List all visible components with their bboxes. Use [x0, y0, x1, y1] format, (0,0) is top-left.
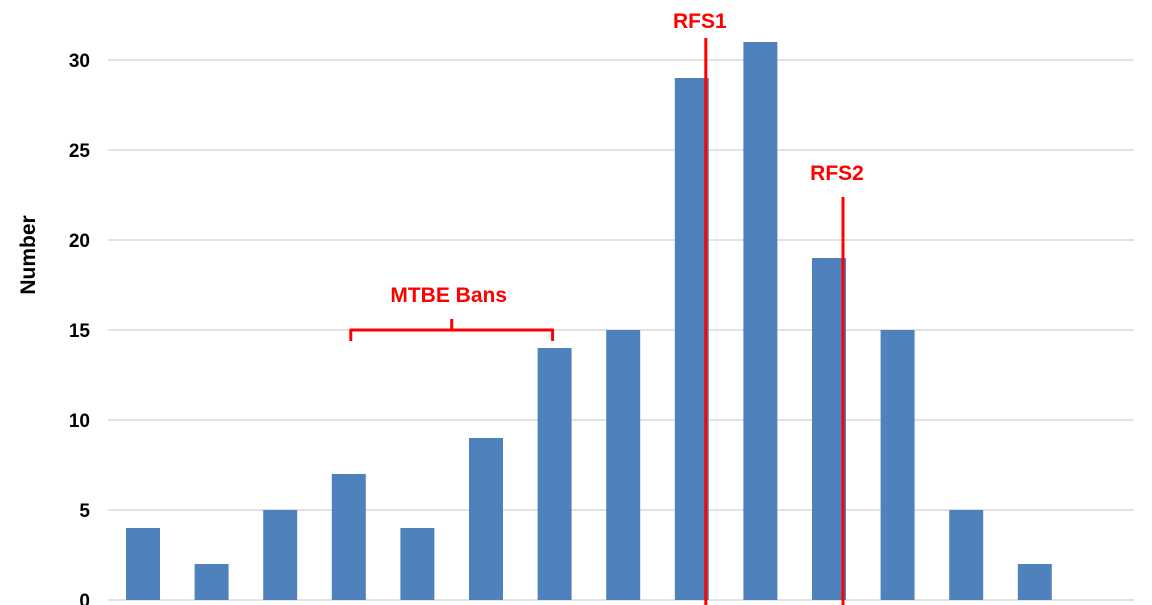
bar	[331, 474, 366, 600]
bar	[674, 78, 709, 600]
y-tick-label: 5	[79, 501, 90, 522]
annotations: MTBE Bans RFS1 RFS2	[349, 10, 864, 605]
bar	[606, 330, 641, 600]
y-tick-label: 25	[69, 141, 91, 162]
bar	[126, 528, 160, 600]
y-tick-label: 0	[79, 591, 90, 605]
y-tick-label: 20	[69, 231, 90, 252]
bars	[126, 42, 1052, 600]
y-tick-label: 10	[69, 411, 90, 432]
bar	[263, 510, 298, 600]
bar	[194, 564, 229, 600]
bar	[743, 42, 778, 600]
y-tick-label: 30	[69, 51, 90, 72]
bar	[400, 528, 435, 600]
bar	[812, 258, 846, 600]
y-axis-ticks: 0 5 10 15 20 25 30	[69, 51, 91, 605]
y-tick-label: 15	[69, 321, 91, 342]
mtbe-bans-bracket	[349, 319, 555, 341]
mtbe-bans-label: MTBE Bans	[390, 284, 507, 307]
bar	[1017, 564, 1052, 600]
bar	[537, 348, 572, 600]
vline-label-rfs1: RFS1	[673, 10, 727, 33]
bar	[949, 510, 984, 600]
bar	[469, 438, 503, 600]
vline-label-rfs2: RFS2	[810, 162, 864, 185]
bar	[880, 330, 915, 600]
y-axis-title: Number	[17, 215, 40, 294]
